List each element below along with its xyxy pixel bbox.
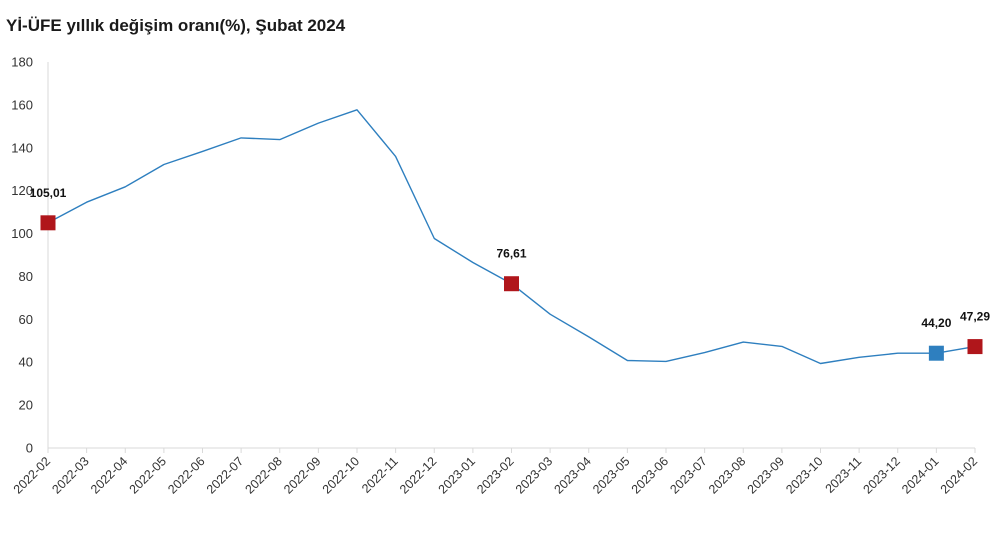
chart-title: Yİ-ÜFE yıllık değişim oranı(%), Şubat 20…	[6, 16, 346, 35]
x-tick-label: 2022-03	[49, 454, 91, 496]
x-axis: 2022-022022-032022-042022-052022-062022-…	[11, 447, 980, 497]
x-tick-label: 2023-02	[474, 454, 516, 496]
y-tick-label: 100	[11, 226, 33, 241]
x-tick-label: 2022-09	[281, 454, 323, 496]
series-line	[47, 109, 976, 365]
x-tick-label: 2023-06	[629, 454, 671, 496]
x-tick-label: 2023-11	[823, 454, 865, 496]
y-tick-label: 60	[19, 312, 33, 327]
x-tick-label: 2023-04	[552, 454, 594, 496]
y-tick-label: 40	[19, 355, 33, 370]
data-label: 44,20	[921, 316, 951, 330]
x-tick-label: 2023-01	[436, 454, 478, 496]
x-tick-label: 2022-05	[127, 454, 169, 496]
marker-layer: 105,01 76,61 44,20 47,29	[30, 186, 990, 361]
data-point-marker	[967, 339, 983, 355]
x-tick-label: 2022-02	[11, 454, 53, 496]
x-tick-label: 2023-03	[513, 454, 555, 496]
data-label: 105,01	[30, 186, 67, 200]
x-tick-label: 2022-06	[165, 454, 207, 496]
y-tick-label: 80	[19, 269, 33, 284]
x-tick-label: 2023-07	[667, 454, 709, 496]
x-tick-label: 2022-08	[243, 454, 285, 496]
data-label: 76,61	[496, 247, 526, 261]
x-tick-label: 2023-12	[861, 454, 903, 496]
x-tick-label: 2023-08	[706, 454, 748, 496]
x-tick-label: 2023-10	[783, 454, 825, 496]
y-tick-label: 20	[19, 398, 33, 413]
x-tick-label: 2022-07	[204, 454, 246, 496]
x-tick-label: 2024-01	[899, 454, 941, 496]
y-tick-label: 160	[11, 97, 33, 112]
x-tick-label: 2022-04	[88, 454, 130, 496]
x-tick-label: 2023-09	[745, 454, 787, 496]
y-axis: 0 20 40 60 80 100 120 140 160 180	[11, 55, 49, 456]
x-tick-label: 2022-12	[397, 454, 439, 496]
data-label: 47,29	[960, 310, 990, 324]
y-tick-label: 140	[11, 140, 33, 155]
y-tick-label: 120	[11, 183, 33, 198]
data-point-marker	[928, 345, 944, 361]
series-layer	[47, 109, 976, 365]
data-point-marker	[40, 215, 56, 231]
x-tick-label: 2024-02	[938, 454, 980, 496]
x-tick-label: 2022-10	[320, 454, 362, 496]
y-tick-label: 180	[11, 55, 33, 70]
data-point-marker	[504, 276, 519, 292]
y-tick-label: 0	[26, 441, 33, 456]
x-tick-label: 2023-05	[590, 454, 632, 496]
x-tick-label: 2022-11	[359, 454, 401, 496]
